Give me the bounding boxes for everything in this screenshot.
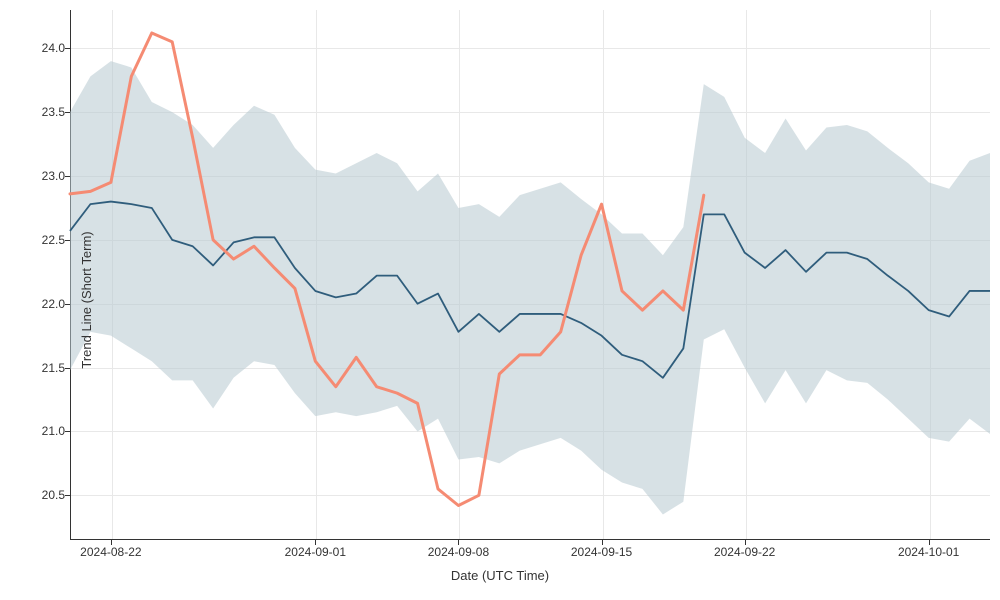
tick-mark-y [65, 240, 70, 241]
y-tick-label: 22.5 [42, 233, 65, 247]
tick-mark-y [65, 495, 70, 496]
x-tick-label: 2024-09-01 [285, 545, 346, 559]
x-tick-label: 2024-09-08 [428, 545, 489, 559]
y-tick-label: 21.0 [42, 424, 65, 438]
x-axis-label: Date (UTC Time) [451, 568, 549, 583]
x-tick-label: 2024-09-15 [571, 545, 632, 559]
tick-mark-y [65, 48, 70, 49]
y-tick-label: 20.5 [42, 488, 65, 502]
y-tick-label: 21.5 [42, 361, 65, 375]
y-axis-label: Trend Line (Short Term) [79, 231, 94, 368]
trend-chart: Date (UTC Time) Trend Line (Short Term) … [0, 0, 1000, 600]
tick-mark-y [65, 176, 70, 177]
y-tick-label: 22.0 [42, 297, 65, 311]
x-tick-label: 2024-10-01 [898, 545, 959, 559]
tick-mark-y [65, 304, 70, 305]
x-tick-label: 2024-09-22 [714, 545, 775, 559]
x-tick-label: 2024-08-22 [80, 545, 141, 559]
tick-mark-y [65, 112, 70, 113]
y-tick-label: 23.5 [42, 105, 65, 119]
tick-mark-y [65, 368, 70, 369]
chart-svg [70, 10, 990, 540]
y-tick-label: 23.0 [42, 169, 65, 183]
y-tick-label: 24.0 [42, 41, 65, 55]
tick-mark-y [65, 431, 70, 432]
confidence-band [70, 61, 990, 514]
